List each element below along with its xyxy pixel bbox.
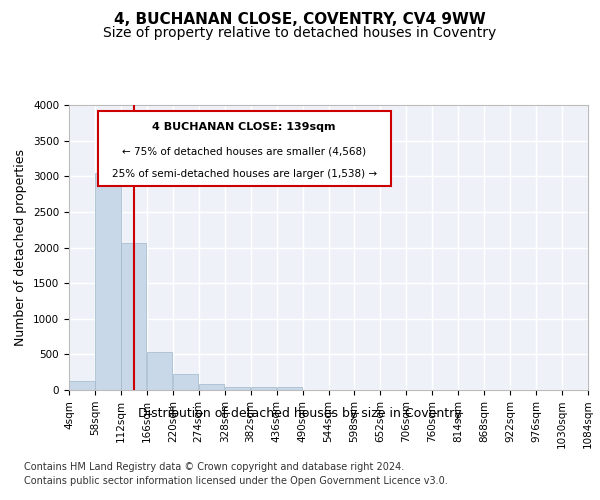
Bar [70,380,95,390]
Text: Contains HM Land Registry data © Crown copyright and database right 2024.: Contains HM Land Registry data © Crown c… [24,462,404,472]
Text: 4, BUCHANAN CLOSE, COVENTRY, CV4 9WW: 4, BUCHANAN CLOSE, COVENTRY, CV4 9WW [114,12,486,28]
Text: ← 75% of detached houses are smaller (4,568): ← 75% of detached houses are smaller (4,… [122,146,366,156]
Text: Size of property relative to detached houses in Coventry: Size of property relative to detached ho… [103,26,497,40]
Bar [251,387,276,390]
Bar [147,352,172,390]
Text: 4 BUCHANAN CLOSE: 139sqm: 4 BUCHANAN CLOSE: 139sqm [152,122,336,132]
Text: Distribution of detached houses by size in Coventry: Distribution of detached houses by size … [138,408,462,420]
Bar [173,374,199,390]
Bar [225,387,250,390]
Bar [199,384,224,390]
Text: 25% of semi-detached houses are larger (1,538) →: 25% of semi-detached houses are larger (… [112,169,377,179]
Bar [95,172,121,390]
Y-axis label: Number of detached properties: Number of detached properties [14,149,28,346]
Text: Contains public sector information licensed under the Open Government Licence v3: Contains public sector information licen… [24,476,448,486]
FancyBboxPatch shape [98,110,391,186]
Bar [121,243,146,390]
Bar [277,387,302,390]
